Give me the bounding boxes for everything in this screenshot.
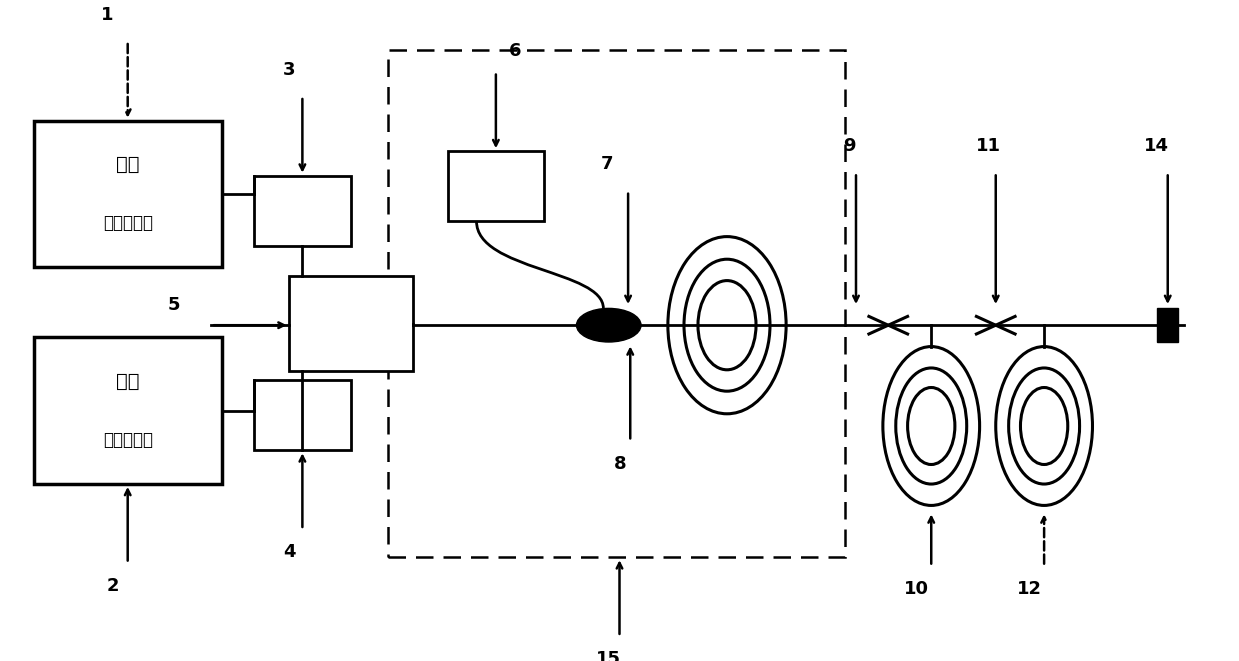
Bar	[33, 337, 222, 484]
Text: 3: 3	[282, 61, 296, 79]
Text: 5: 5	[169, 296, 181, 314]
Text: 光纤激光器: 光纤激光器	[103, 214, 152, 232]
Bar	[33, 120, 222, 267]
Ellipse shape	[576, 309, 641, 342]
Text: 6: 6	[509, 42, 522, 60]
Text: 11: 11	[976, 137, 1001, 155]
Text: 14: 14	[1144, 137, 1170, 155]
Bar	[254, 380, 351, 450]
Text: 2: 2	[107, 577, 119, 595]
Bar	[254, 176, 351, 246]
Text: 第一: 第一	[116, 155, 140, 174]
Bar	[388, 50, 845, 557]
Text: 7: 7	[601, 155, 613, 173]
Bar	[1157, 308, 1178, 342]
Text: 第二: 第二	[116, 372, 140, 391]
Text: 9: 9	[843, 137, 856, 155]
Text: 10: 10	[904, 580, 929, 598]
Text: 15: 15	[596, 650, 621, 661]
Text: 4: 4	[282, 543, 296, 561]
Text: 8: 8	[615, 455, 627, 473]
Text: 光纤激光器: 光纤激光器	[103, 431, 152, 449]
Bar	[290, 276, 413, 371]
Text: 12: 12	[1017, 580, 1042, 598]
Bar	[447, 151, 544, 221]
Text: 1: 1	[100, 6, 113, 24]
